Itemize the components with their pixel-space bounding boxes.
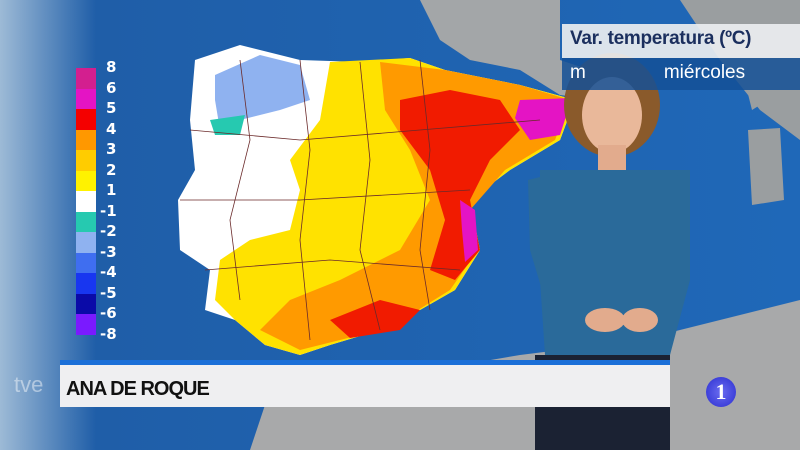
map-subtitle: m miércoles <box>570 62 745 84</box>
legend-swatch <box>76 232 96 253</box>
legend-label: 2 <box>106 160 117 179</box>
legend-swatch <box>76 191 96 212</box>
map-subtitle-box: m miércoles <box>562 58 800 90</box>
legend-swatch <box>76 88 96 109</box>
legend-label: 6 <box>106 78 117 97</box>
province-borders <box>180 59 541 341</box>
legend-swatch <box>76 68 96 89</box>
cool-area-teal <box>210 115 245 135</box>
map-title: Var. temperatura (ºC) <box>570 28 752 49</box>
hot-area-red <box>330 90 520 338</box>
legend-swatch <box>76 170 96 191</box>
legend-swatch <box>76 109 96 130</box>
subtitle-day: miércoles <box>663 62 746 83</box>
presenter <box>528 53 690 450</box>
legend-swatch <box>76 314 96 335</box>
very-hot-area-magenta <box>460 98 572 262</box>
legend-swatch <box>76 150 96 171</box>
channel-logo: 1 <box>706 377 736 407</box>
legend-label: -2 <box>100 222 117 240</box>
legend-swatch <box>76 129 96 150</box>
map-title-box: Var. temperatura (ºC) <box>562 24 800 58</box>
legend-swatch <box>76 273 96 294</box>
corsica-sardinia <box>742 62 784 205</box>
cool-area-blue <box>215 55 310 130</box>
lower-third: ANA DE ROQUE <box>60 360 670 407</box>
legend-label: -8 <box>100 324 117 343</box>
legend-label: -6 <box>100 304 117 322</box>
legend-label: -3 <box>100 242 117 261</box>
legend-label: -1 <box>100 201 117 220</box>
legend-swatch <box>76 293 96 314</box>
legend-swatch <box>76 252 96 273</box>
legend-label: 8 <box>106 58 117 76</box>
tve-logo: tve <box>14 372 44 397</box>
legend-label: -5 <box>100 283 117 302</box>
legend-label: 4 <box>106 119 117 138</box>
legend-swatch <box>76 211 96 232</box>
subtitle-prefix: m <box>570 62 586 83</box>
legend-label: 5 <box>106 99 117 117</box>
legend-label: 3 <box>106 140 117 158</box>
presenter-name: ANA DE ROQUE <box>66 378 210 400</box>
legend-label: -4 <box>100 263 117 281</box>
legend-label: 1 <box>106 181 117 199</box>
